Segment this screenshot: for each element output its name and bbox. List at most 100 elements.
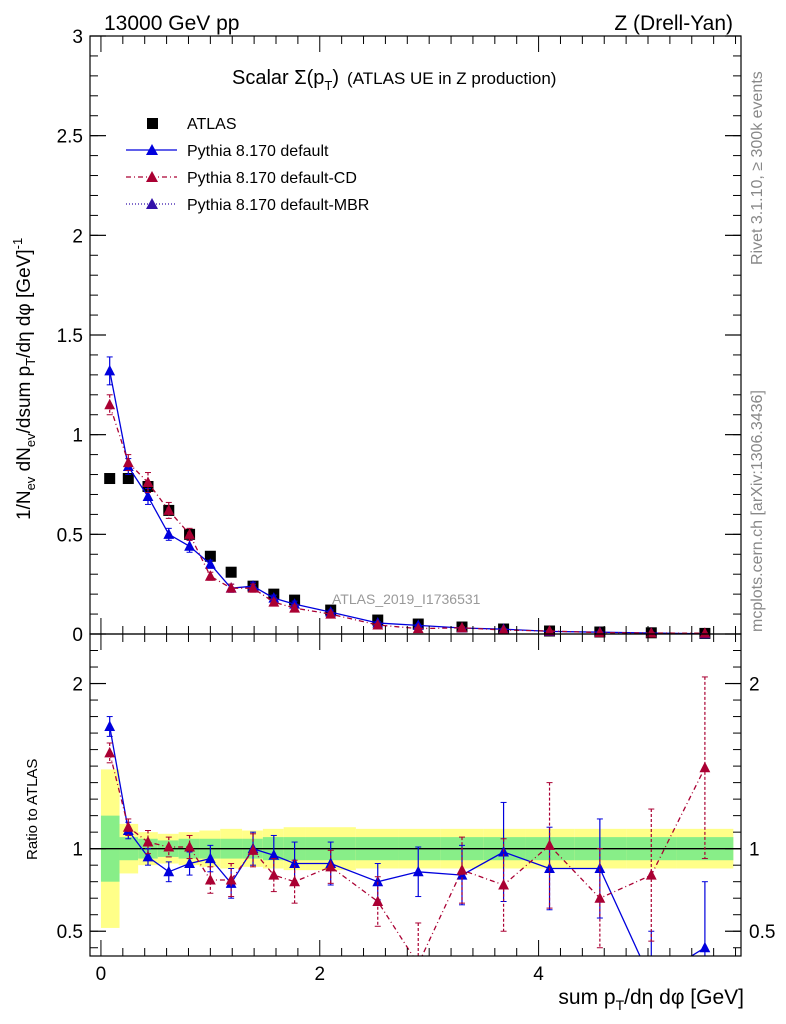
main-point-default [163,528,175,539]
ratio-point-cd [699,761,711,773]
main-point-cd [142,476,154,488]
ratio-y-tick-label-right: 1 [749,840,760,861]
ratio-point-default [204,852,216,864]
ratio-point-cd [247,844,259,855]
main-point-cd [412,622,424,634]
main-y-tick-label: 2 [72,226,83,247]
legend-atlas-marker [147,118,158,129]
ratio-frame [89,633,742,957]
ratio-y-tick-label-right: 0.5 [749,922,775,943]
main-point-cd [184,528,195,539]
legend-atlas-label: ATLAS [187,116,237,133]
main-y-tick-label: 1.5 [57,326,83,347]
plot-title: Scalar Σ(pT) (ATLAS UE in Z production) [232,67,556,93]
main-point-cd [325,608,337,619]
main-axes: 0 0.5 1 1.5 2 2.5 3 [57,27,741,646]
main-point-cd [699,627,711,638]
legend-cd-marker [146,171,158,182]
main-point-atlas [104,473,116,485]
ratio-y-tick-label-right: 2 [749,675,760,696]
ratio-y-tick-label: 0.5 [57,922,83,943]
ratio-y-tick-label: 2 [72,675,83,696]
main-y-tick-label: 0.5 [57,525,83,546]
ratio-y-tick-label: 1 [72,840,83,861]
main-data-marks [104,356,711,639]
main-point-cd [372,619,384,630]
main-point-cd [163,504,175,515]
ratio-point-cd [594,892,606,903]
legend-mbr-marker [146,198,158,209]
x-tick-label: 2 [314,964,325,985]
main-y-tick-label: 0 [72,625,83,646]
main-point-atlas [122,473,134,485]
analysis-watermark: ATLAS_2019_I1736531 [332,591,481,607]
ratio-point-default [142,850,154,862]
ratio-point-cd [163,841,175,852]
main-point-cd [204,570,216,581]
title-main: Scalar Σ(p [232,67,324,89]
rivet-label: Rivet 3.1.10, ≥ 300k events [749,71,766,265]
ratio-point-cd [645,869,657,880]
energy-label: 13000 GeV pp [104,12,239,35]
mcplots-label: mcplots.cern.ch [arXiv:1306.3436] [749,390,766,632]
ratio-point-cd [184,841,195,852]
ratio-point-cd [498,878,509,890]
legend-mbr-label: Pythia 8.170 default-MBR [187,197,369,214]
main-point-default [104,364,116,376]
main-y-tick-label: 2.5 [57,127,83,148]
main-point-default [204,558,216,569]
main-point-atlas [204,550,216,562]
main-point-default [184,540,195,551]
legend-default-marker [146,144,158,155]
ratio-point-default [412,865,424,877]
ratio-point-default [163,865,175,877]
main-point-cd [498,624,509,635]
legend-default-label: Pythia 8.170 default [187,143,329,160]
main-point-cd [268,596,280,607]
ratio-point-default [699,941,711,953]
x-axis-label: sum pT/dη dφ [GeV] [558,986,744,1013]
main-point-cd [645,627,657,638]
ratio-axes: 0.5 0.5 1 1 2 2 0 2 4 [57,634,775,985]
ratio-point-default [268,849,280,860]
title-rest: (ATLAS UE in Z production) [347,69,556,88]
main-point-atlas [225,566,237,578]
title-close: ) [332,67,339,89]
main-point-cd [456,621,468,633]
ratio-point-cd [142,836,154,847]
main-y-tick-label: 1 [72,426,83,447]
main-y-axis-label: 1/Nev dNev/dsum pT/dη dφ [GeV]-1 [10,238,38,520]
ratio-point-cd [122,821,134,832]
ratio-point-default [184,857,195,869]
main-point-cd [247,582,259,593]
main-point-default [142,490,154,501]
x-tick-label: 0 [96,964,107,985]
main-y-tick-label: 3 [72,27,83,48]
legend-cd-label: Pythia 8.170 default-CD [187,170,357,187]
ratio-point-default [104,720,116,731]
ratio-point-cd [289,875,300,887]
ratio-data-marks [104,676,711,957]
ratio-point-cd [325,860,337,872]
title-sub: T [324,78,332,93]
main-point-cd [544,625,555,636]
x-tick-label: 4 [533,964,544,985]
process-label: Z (Drell-Yan) [614,12,733,35]
ratio-point-default [372,875,384,887]
main-point-cd [289,602,300,613]
ratio-point-cd [544,839,555,850]
ratio-y-axis-label: Ratio to ATLAS [24,759,41,860]
ratio-point-cd [225,874,237,885]
ratio-point-cd [456,864,468,875]
ratio-plot-area [90,769,741,928]
main-point-cd [104,398,116,410]
main-point-cd [225,582,237,593]
main-point-cd [122,456,134,468]
ratio-point-cd [372,895,384,907]
ratio-point-cd [268,869,280,880]
ratio-point-default [594,862,606,873]
ratio-point-cd [204,874,216,885]
ratio-point-cd [104,746,116,758]
legend: ATLAS Pythia 8.170 default Pythia 8.170 … [126,116,369,214]
